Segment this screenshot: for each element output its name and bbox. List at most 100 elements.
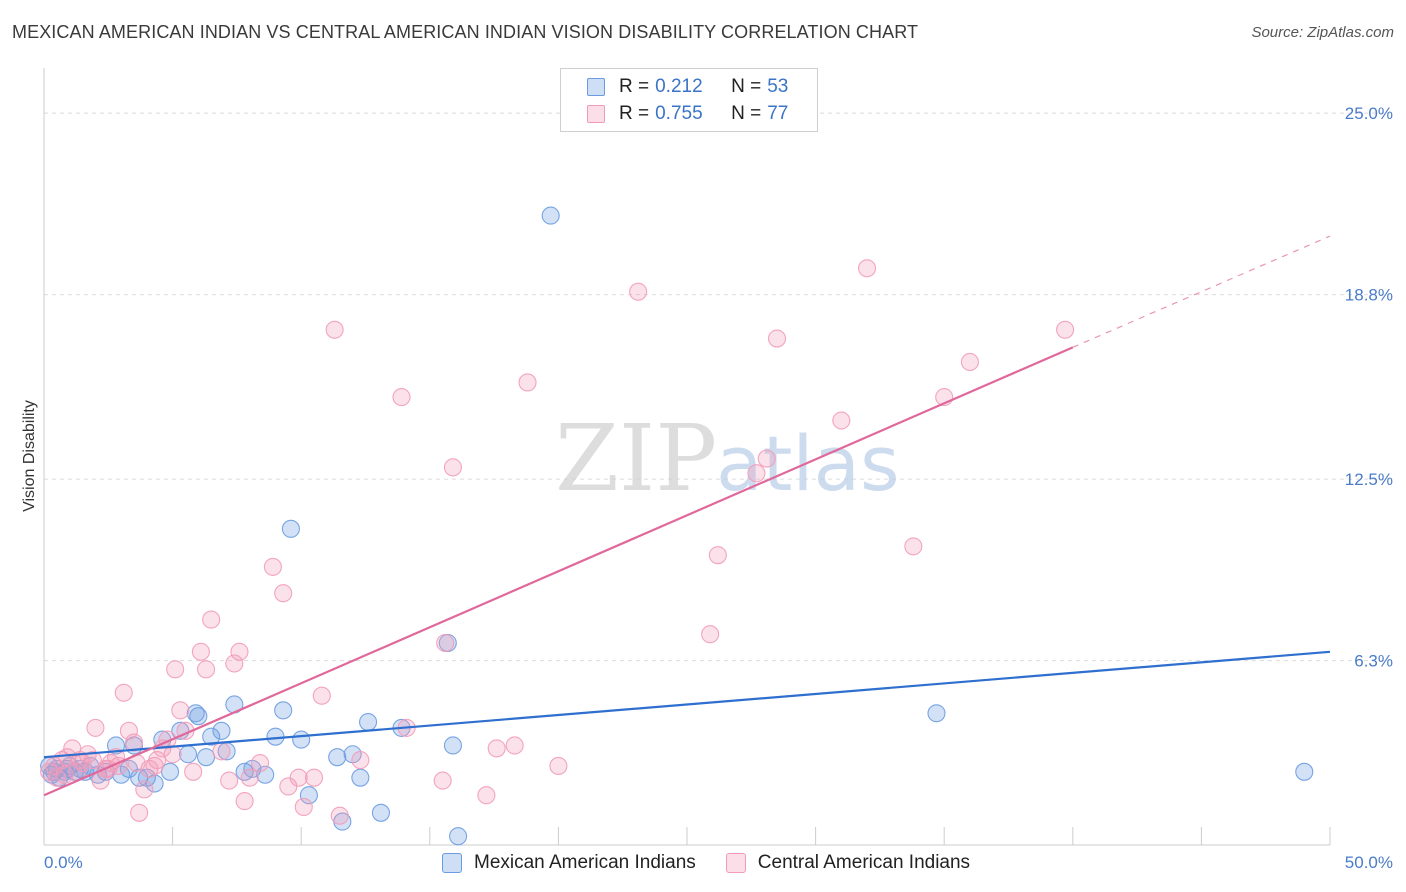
data-point bbox=[359, 712, 378, 732]
data-point bbox=[436, 633, 455, 653]
data-point bbox=[119, 721, 138, 740]
data-point bbox=[518, 373, 537, 392]
data-point bbox=[281, 519, 300, 538]
data-point bbox=[202, 610, 221, 629]
series-legend-swatch-central bbox=[725, 853, 746, 873]
data-point bbox=[433, 771, 452, 790]
data-point bbox=[505, 736, 524, 755]
data-point bbox=[701, 625, 720, 644]
data-point bbox=[1295, 762, 1314, 781]
series-legend-item-mexican: Mexican American Indians bbox=[442, 852, 696, 874]
series-legend: Mexican American Indians Central America… bbox=[442, 852, 1000, 874]
trend-line-0 bbox=[43, 650, 1331, 759]
series-legend-label-central: Central American Indians bbox=[757, 852, 971, 873]
data-point bbox=[443, 736, 462, 755]
data-point bbox=[230, 642, 249, 661]
x-tick-label-1: 50.0% bbox=[1345, 853, 1393, 872]
data-point bbox=[927, 704, 946, 723]
data-point bbox=[196, 748, 216, 767]
chart-title: MEXICAN AMERICAN INDIAN VS CENTRAL AMERI… bbox=[12, 22, 919, 42]
data-point bbox=[1056, 320, 1075, 339]
legend-r-value: 0.212 bbox=[655, 76, 703, 97]
data-point bbox=[330, 806, 349, 825]
x-tick-label-0: 0.0% bbox=[44, 853, 83, 872]
data-point bbox=[148, 751, 167, 770]
trend-line-extension-1 bbox=[1072, 235, 1331, 348]
legend-r-label: R = bbox=[619, 103, 650, 124]
data-point bbox=[325, 320, 344, 339]
data-point bbox=[960, 352, 979, 372]
x-tick-labels: 0.0% 50.0% bbox=[44, 853, 1393, 872]
data-point bbox=[235, 792, 254, 811]
grid-lines bbox=[44, 112, 1390, 662]
data-point bbox=[130, 803, 149, 822]
y-tick-label-1: 12.5% bbox=[1345, 470, 1393, 489]
data-point bbox=[220, 771, 239, 790]
legend-r-value: 0.755 bbox=[655, 103, 703, 124]
legend-row-central: R = 0.755 N = 77 bbox=[587, 102, 788, 126]
data-point bbox=[292, 730, 311, 749]
data-point bbox=[124, 733, 144, 752]
legend-r-label: R = bbox=[619, 76, 650, 97]
trend-line-1 bbox=[43, 346, 1074, 797]
data-point bbox=[541, 206, 560, 225]
data-point bbox=[240, 768, 259, 787]
data-point bbox=[225, 654, 244, 673]
data-point bbox=[757, 449, 776, 468]
legend-n-value: 77 bbox=[767, 103, 789, 124]
data-point bbox=[487, 739, 506, 758]
data-point bbox=[166, 660, 185, 679]
data-point bbox=[178, 745, 198, 764]
correlation-legend: R = 0.212 N = 53 R = 0.755 N = 77 bbox=[560, 68, 818, 132]
data-point bbox=[274, 701, 293, 720]
data-point bbox=[629, 282, 648, 301]
series-mexican-american-indians bbox=[40, 206, 1314, 846]
data-point bbox=[160, 762, 180, 781]
chart-source: Source: ZipAtlas.com bbox=[1251, 24, 1394, 41]
data-point bbox=[114, 683, 133, 702]
y-tick-label-3: 25.0% bbox=[1345, 104, 1393, 123]
data-point bbox=[250, 753, 270, 773]
axes bbox=[43, 68, 1331, 846]
data-point bbox=[202, 727, 221, 746]
data-point bbox=[708, 546, 727, 565]
data-point bbox=[857, 259, 877, 278]
data-point bbox=[371, 803, 390, 822]
series-legend-swatch-mexican bbox=[442, 853, 462, 873]
data-point bbox=[135, 780, 154, 799]
legend-n-label: N = bbox=[731, 76, 762, 97]
data-point bbox=[55, 765, 74, 784]
data-point bbox=[212, 742, 231, 761]
data-point bbox=[184, 762, 203, 781]
series-central-american-indians bbox=[40, 259, 1075, 825]
legend-row-mexican: R = 0.212 N = 53 bbox=[587, 75, 788, 99]
legend-swatch-central bbox=[587, 105, 605, 123]
data-point bbox=[392, 388, 411, 407]
data-point bbox=[549, 756, 568, 776]
legend-n-value: 53 bbox=[767, 76, 789, 97]
data-point bbox=[351, 751, 370, 770]
data-point bbox=[171, 701, 190, 720]
data-point bbox=[443, 458, 462, 477]
data-point bbox=[305, 768, 324, 787]
data-point bbox=[767, 329, 787, 348]
trend-lines bbox=[43, 235, 1331, 797]
data-point bbox=[263, 557, 282, 576]
legend-n-label: N = bbox=[731, 103, 762, 124]
data-point bbox=[189, 707, 208, 726]
y-tick-label-2: 18.8% bbox=[1345, 286, 1393, 305]
data-point bbox=[449, 827, 468, 846]
data-point bbox=[904, 537, 923, 556]
data-point bbox=[163, 745, 182, 764]
data-point bbox=[312, 686, 331, 705]
data-point bbox=[186, 704, 205, 723]
y-axis-label: Vision Disability bbox=[21, 400, 38, 512]
data-point bbox=[299, 786, 318, 805]
data-point bbox=[86, 718, 105, 737]
data-point bbox=[747, 464, 766, 483]
data-point bbox=[477, 786, 496, 805]
data-point bbox=[191, 642, 210, 661]
data-point bbox=[328, 748, 347, 767]
y-tick-label-0: 6.3% bbox=[1354, 652, 1393, 671]
